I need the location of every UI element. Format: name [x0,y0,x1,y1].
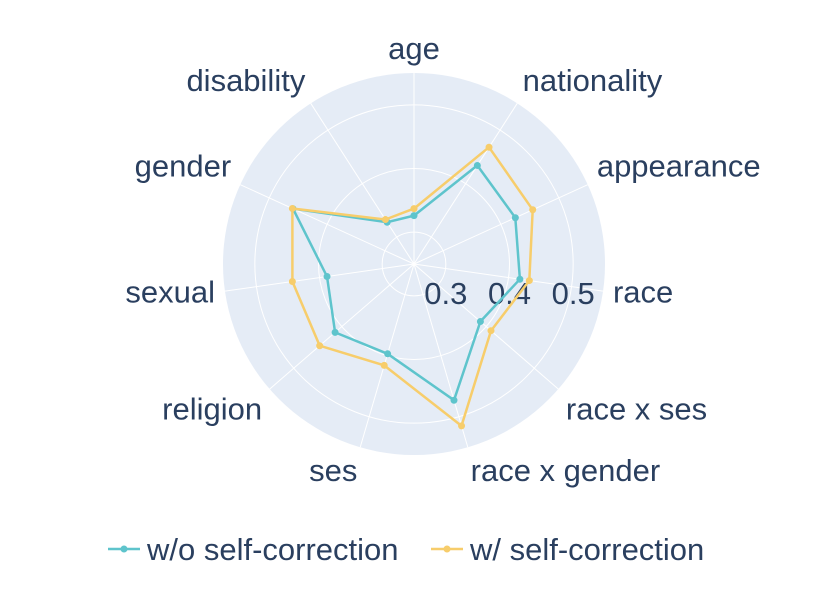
data-point [476,318,484,326]
data-point [511,214,519,222]
data-point [516,275,524,283]
category-label: gender [135,149,232,184]
grid-spoke-10 [310,103,415,265]
category-label: ses [309,453,357,488]
data-point [450,396,458,404]
legend-label: w/o self-correction [146,532,399,567]
grid-spoke-7 [269,263,415,390]
data-point [410,212,418,220]
category-label: race x ses [566,392,707,427]
category-labels: age nationality appearance race race x ses ra… [125,31,760,488]
category-label: sexual [125,275,215,310]
data-point [380,361,388,369]
legend-item[interactable]: w/ self-correction [431,532,704,567]
grid-spoke-5 [413,263,469,448]
data-point [288,204,296,212]
data-point [473,161,481,169]
category-label: age [388,31,440,66]
legend-item[interactable]: w/o self-correction [108,532,399,567]
series-line [291,145,534,428]
grid-spoke-3 [413,263,604,292]
data-point [487,327,495,335]
data-point [525,277,533,285]
category-label: religion [162,392,262,427]
category-label: race x gender [471,453,661,488]
data-point [384,350,392,358]
radial-tick-label: 0.3 [424,276,467,311]
data-point [410,205,418,213]
legend: w/o self-correction w/ self-correction [108,532,704,567]
legend-swatch-marker [120,545,128,553]
grid-spoke-2 [413,184,588,265]
data-point [529,206,537,214]
category-label: disability [186,63,305,98]
category-label: appearance [597,149,761,184]
grid-spoke-9 [240,184,415,265]
series-1 [288,143,537,430]
grid-spoke-4 [413,263,559,390]
grid-spoke-8 [224,263,415,292]
grid-spoke-1 [413,103,518,265]
angular-grid [224,73,604,448]
legend-label: w/ self-correction [469,532,704,567]
data-point [288,277,296,285]
data-point [485,143,493,151]
data-point [331,328,339,336]
category-label: race [613,275,673,310]
data-point [323,273,331,281]
data-point [316,342,324,350]
legend-swatch-marker [443,545,451,553]
data-point [458,422,466,430]
radial-tick-label: 0.5 [552,276,595,311]
data-point [381,216,389,224]
category-label: nationality [523,63,663,98]
series-layer [288,143,537,430]
